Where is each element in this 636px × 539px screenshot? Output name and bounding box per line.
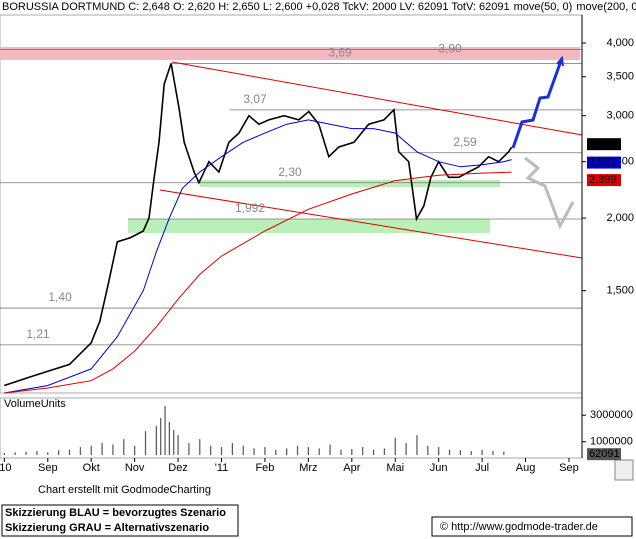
last-value-box bbox=[587, 174, 621, 187]
y-tick-label: 3000000 bbox=[590, 409, 633, 421]
level-label: 1,992 bbox=[235, 201, 265, 215]
x-tick-label: Nov bbox=[125, 462, 145, 474]
last-value-box bbox=[587, 156, 621, 169]
volume-label: VolumeUnits bbox=[4, 398, 66, 410]
x-tick-label: Jun bbox=[430, 462, 448, 474]
legend-entry: move(200, 0 bbox=[576, 1, 636, 13]
x-tick-label: '11 bbox=[215, 462, 229, 474]
y-tick-label: 1,500 bbox=[606, 285, 634, 297]
x-tick-label: Okt bbox=[83, 462, 100, 474]
x-tick-label: Aug bbox=[516, 462, 536, 474]
level-label: 2,30 bbox=[278, 165, 302, 179]
last-value-label: 62091 bbox=[589, 448, 620, 460]
support-band bbox=[128, 219, 490, 233]
x-tick-label: Dez bbox=[168, 462, 188, 474]
note: Skizzierung BLAU = bevorzugtes Szenario bbox=[5, 507, 226, 519]
y-tick-label: 4,000 bbox=[606, 37, 634, 49]
last-value-label: 2,648 bbox=[589, 138, 617, 150]
chart-title: BORUSSIA DORTMUND C: 2,648 O: 2,620 H: 2… bbox=[2, 1, 510, 13]
last-value-label: 2,399 bbox=[589, 174, 617, 186]
x-tick-label: Mrz bbox=[299, 462, 317, 474]
y-tick-label: 3,000 bbox=[606, 110, 634, 122]
level-label: 2,59 bbox=[453, 135, 477, 149]
x-tick-label: Jul bbox=[475, 462, 489, 474]
last-value-box bbox=[587, 138, 621, 151]
x-tick-label: Mai bbox=[386, 462, 404, 474]
scenario-blue bbox=[511, 57, 564, 149]
moving-average bbox=[4, 119, 512, 394]
y-tick-label: 2,000 bbox=[606, 212, 634, 224]
level-label: 3,90 bbox=[438, 42, 462, 56]
source: © http://www.godmode-trader.de bbox=[440, 521, 598, 533]
x-tick-label: Apr bbox=[343, 462, 360, 474]
y-tick-label: 1000000 bbox=[590, 436, 633, 448]
source-box bbox=[431, 516, 633, 537]
level-label: 1,21 bbox=[26, 327, 50, 341]
x-tick-label: Sep bbox=[38, 462, 58, 474]
level-label: 1,40 bbox=[48, 290, 72, 304]
x-tick-label: Sep bbox=[559, 462, 579, 474]
last-value-label: 2,521 bbox=[589, 156, 617, 168]
level-label: 3,07 bbox=[243, 92, 267, 106]
trend-line bbox=[159, 189, 583, 259]
scroll-button[interactable] bbox=[614, 459, 634, 481]
footer: Chart erstellt mit GodmodeCharting bbox=[38, 484, 211, 496]
price-line bbox=[4, 63, 513, 387]
level-label: 3,69 bbox=[328, 46, 352, 60]
x-tick-label: '10 bbox=[0, 462, 12, 474]
note: Skizzierung GRAU = Alternativszenario bbox=[5, 522, 209, 534]
note-box bbox=[1, 504, 239, 537]
moving-average bbox=[4, 171, 512, 394]
x-tick-label: Feb bbox=[255, 462, 274, 474]
y-tick-label: 3,500 bbox=[606, 71, 634, 83]
legend-entry: move(50, 0) bbox=[514, 1, 573, 13]
arrow-head bbox=[556, 55, 564, 67]
last-value-box bbox=[587, 448, 621, 461]
resistance-band bbox=[0, 47, 580, 60]
trend-line bbox=[171, 61, 583, 136]
support-band bbox=[200, 180, 500, 187]
scenario-gray bbox=[524, 156, 575, 230]
